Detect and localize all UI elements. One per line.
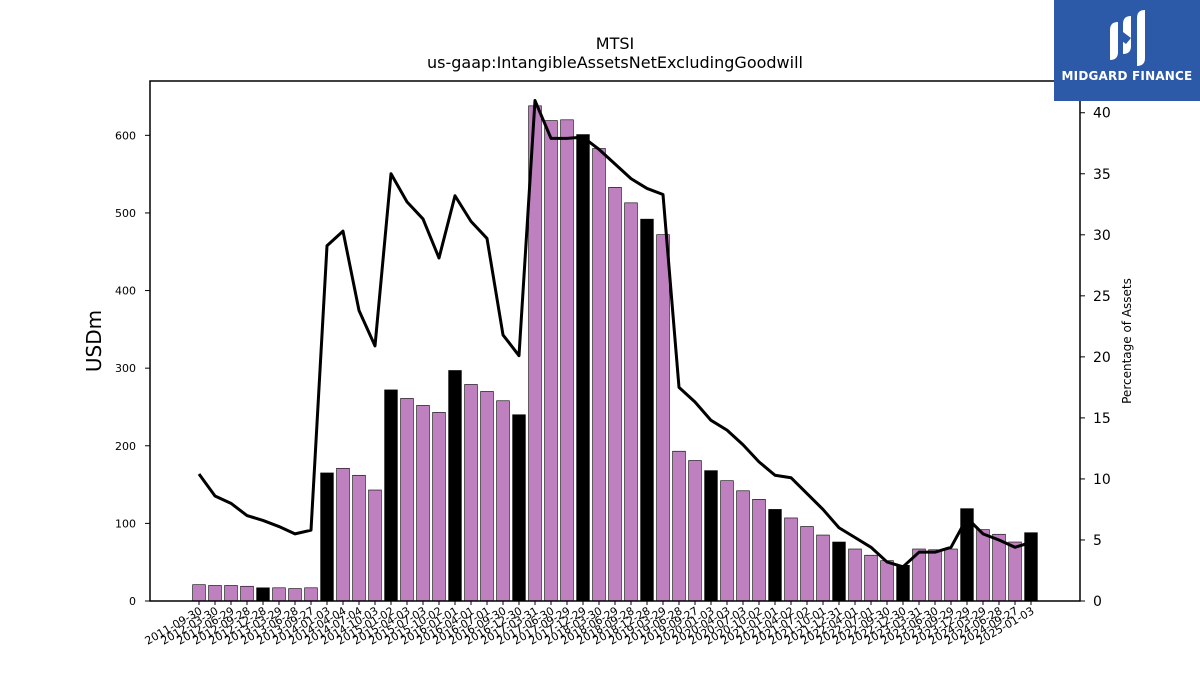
percentage-line xyxy=(197,99,1032,569)
bars-group xyxy=(192,105,1038,602)
bar xyxy=(880,560,894,602)
bar xyxy=(608,187,622,602)
bar xyxy=(560,119,574,602)
bar xyxy=(400,398,414,602)
y-axis-label: USDm xyxy=(82,310,106,372)
y2-tick-label: 30 xyxy=(1093,228,1111,244)
y2-axis-label: Percentage of Assets xyxy=(1120,278,1134,404)
bar xyxy=(496,400,510,602)
y-tick-label: 200 xyxy=(115,440,136,453)
y2-tick-label: 25 xyxy=(1093,289,1111,305)
bar xyxy=(672,450,686,602)
y-axis: 0 100 200 300 400 500 600 xyxy=(115,129,150,608)
bar xyxy=(384,389,398,602)
bar xyxy=(480,391,494,602)
bar xyxy=(736,490,750,602)
bar xyxy=(656,234,670,602)
chart-title: MTSI xyxy=(596,34,634,53)
bar xyxy=(352,474,366,602)
bar xyxy=(976,529,990,602)
bar xyxy=(224,585,238,602)
bar xyxy=(816,534,830,602)
y-tick-label: 300 xyxy=(115,362,136,375)
midgard-logo-icon xyxy=(1110,10,1145,66)
chart-subtitle: us-gaap:IntangibleAssetsNetExcludingGood… xyxy=(427,53,803,72)
bar xyxy=(320,472,334,602)
bar xyxy=(368,489,382,602)
bar xyxy=(704,470,718,602)
bar xyxy=(640,218,654,602)
bar xyxy=(752,499,766,602)
y-tick-label: 600 xyxy=(115,129,136,142)
y2-tick-label: 40 xyxy=(1093,106,1111,122)
logo-text: MIDGARD FINANCE xyxy=(1061,69,1193,83)
bar xyxy=(208,585,222,602)
bar xyxy=(720,480,734,602)
bar xyxy=(336,467,350,602)
bar xyxy=(784,517,798,602)
bar xyxy=(928,549,942,602)
bar xyxy=(464,384,478,602)
bar xyxy=(576,134,590,602)
bar xyxy=(864,554,878,602)
y-tick-label: 500 xyxy=(115,207,136,220)
x-axis: 2011-09-302012-03-302012-06-292012-09-28… xyxy=(143,601,1037,648)
y-tick-label: 0 xyxy=(129,595,136,608)
bar xyxy=(544,120,558,602)
bar xyxy=(688,460,702,602)
y2-tick-label: 5 xyxy=(1093,533,1102,549)
y2-tick-label: 20 xyxy=(1093,350,1111,366)
bar xyxy=(240,585,254,602)
bar xyxy=(304,587,318,602)
y2-tick-label: 35 xyxy=(1093,167,1111,183)
y2-tick-label: 0 xyxy=(1093,594,1102,610)
bar xyxy=(1008,541,1022,602)
bar xyxy=(768,509,782,602)
bar xyxy=(432,412,446,602)
bar xyxy=(944,548,958,602)
y2-axis: 0 5 10 15 20 25 30 35 40 xyxy=(1080,106,1111,610)
y2-tick-label: 15 xyxy=(1093,411,1111,427)
bar xyxy=(896,564,910,602)
bar xyxy=(288,588,302,602)
bar xyxy=(624,202,638,602)
bar xyxy=(832,541,846,602)
bar xyxy=(512,414,526,602)
y-tick-label: 400 xyxy=(115,285,136,298)
bar xyxy=(192,584,206,602)
bar xyxy=(272,587,286,602)
bar xyxy=(256,587,270,602)
y-tick-label: 100 xyxy=(115,517,136,530)
y2-tick-label: 10 xyxy=(1093,472,1111,488)
bar xyxy=(800,526,814,602)
bar xyxy=(992,533,1006,602)
bar xyxy=(416,405,430,602)
bar xyxy=(848,548,862,602)
midgard-finance-logo: MIDGARD FINANCE xyxy=(1054,0,1200,101)
bar xyxy=(592,148,606,602)
bar xyxy=(448,370,462,602)
